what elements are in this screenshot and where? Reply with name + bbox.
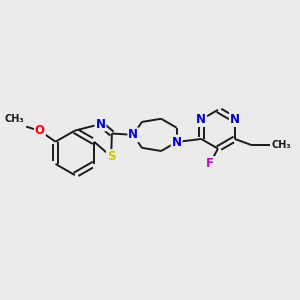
Text: S: S [107,150,116,163]
Text: F: F [206,157,214,170]
Text: N: N [172,136,182,148]
Text: N: N [95,118,106,130]
Text: CH₃: CH₃ [272,140,292,150]
Text: CH₃: CH₃ [4,114,24,124]
Text: N: N [128,128,138,141]
Text: N: N [230,113,240,126]
Text: N: N [196,113,206,126]
Text: O: O [35,124,45,137]
